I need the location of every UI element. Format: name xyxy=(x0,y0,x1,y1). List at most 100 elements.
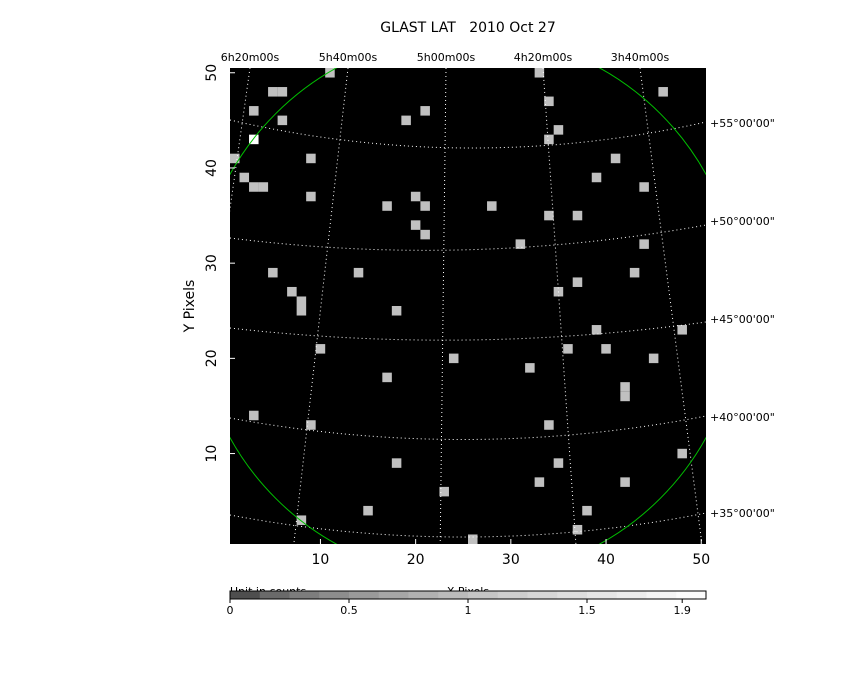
plot-area xyxy=(230,68,706,544)
colorbar-step xyxy=(349,591,380,599)
pixel xyxy=(277,87,288,97)
pixel xyxy=(277,115,288,126)
x-tick-label: 20 xyxy=(407,552,425,568)
x-tick-label: 50 xyxy=(692,552,710,568)
pixel xyxy=(296,515,307,525)
pixel xyxy=(620,382,630,392)
colorbar-step xyxy=(408,591,439,599)
colorbar-tick-label: 0.5 xyxy=(340,604,358,617)
colorbar-step xyxy=(259,591,290,599)
colorbar-step xyxy=(378,591,409,599)
pixel xyxy=(544,210,554,221)
pixel xyxy=(353,267,364,278)
x-tick-label: 30 xyxy=(502,552,520,568)
pixel xyxy=(448,353,459,364)
pixel xyxy=(620,477,630,487)
pixel xyxy=(544,96,554,107)
colorbar-step xyxy=(646,591,677,599)
pixel xyxy=(410,220,421,230)
y-tick-label: 40 xyxy=(204,159,220,177)
colorbar-step xyxy=(587,591,618,599)
ra-label: 6h20m00s xyxy=(221,51,280,64)
dec-label: +40°00'00" xyxy=(710,411,775,424)
pixel xyxy=(677,325,687,335)
pixel xyxy=(306,153,316,164)
pixel xyxy=(572,524,583,535)
pixel xyxy=(620,391,630,402)
colorbar-step xyxy=(230,591,261,599)
colorbar-tick-label: 1 xyxy=(465,604,472,617)
pixel xyxy=(239,172,250,183)
pixel xyxy=(382,372,392,383)
pixel xyxy=(677,448,687,459)
pixel xyxy=(572,277,583,287)
pixel xyxy=(268,87,278,97)
pixel xyxy=(249,182,259,192)
ra-label: 3h40m00s xyxy=(611,51,670,64)
pixel xyxy=(401,115,411,126)
pixel xyxy=(629,267,640,278)
pixel xyxy=(306,191,316,202)
colorbar-tick-label: 1.5 xyxy=(578,604,596,617)
y-axis-label: Y Pixels xyxy=(182,280,198,334)
pixel xyxy=(439,486,449,497)
pixel xyxy=(563,344,573,354)
pixel xyxy=(258,182,269,192)
pixel xyxy=(249,134,259,145)
pixel xyxy=(553,458,564,468)
y-tick-label: 30 xyxy=(204,254,220,272)
x-tick-label: 10 xyxy=(312,552,330,568)
pixel xyxy=(468,534,478,544)
ra-label: 5h00m00s xyxy=(417,51,476,64)
ra-label: 5h40m00s xyxy=(319,51,378,64)
colorbar-step xyxy=(616,591,647,599)
dec-label: +35°00'00" xyxy=(710,507,775,520)
chart-title: GLAST LAT 2010 Oct 27 xyxy=(380,20,556,36)
colorbar-step xyxy=(527,591,558,599)
pixel xyxy=(391,458,402,468)
pixel xyxy=(420,201,430,211)
pixel xyxy=(487,201,497,211)
pixel xyxy=(582,505,592,516)
pixel xyxy=(648,353,659,364)
pixel xyxy=(420,106,430,116)
pixel xyxy=(601,344,611,354)
pixel xyxy=(591,172,602,183)
x-tick-label: 40 xyxy=(597,552,615,568)
pixel xyxy=(544,134,554,145)
pixel xyxy=(287,286,297,297)
pixel xyxy=(525,363,535,373)
colorbar-step xyxy=(289,591,320,599)
pixel xyxy=(296,296,307,306)
pixel xyxy=(268,267,278,278)
pixel xyxy=(391,306,402,316)
pixel xyxy=(420,229,430,240)
colorbar-tick-label: 0 xyxy=(227,604,234,617)
pixel xyxy=(249,106,259,116)
pixel xyxy=(658,87,668,97)
dec-label: +50°00'00" xyxy=(710,215,775,228)
pixel xyxy=(515,239,526,249)
colorbar-step xyxy=(676,591,707,599)
colorbar-step xyxy=(468,591,499,599)
ra-label: 4h20m00s xyxy=(514,51,573,64)
pixel xyxy=(553,125,564,135)
pixel xyxy=(249,410,259,421)
colorbar-tick-label: 1.9 xyxy=(673,604,691,617)
pixel xyxy=(639,239,649,249)
dec-label: +55°00'00" xyxy=(710,117,775,130)
pixel xyxy=(325,68,335,78)
pixel xyxy=(315,344,326,354)
pixel xyxy=(639,182,649,192)
dec-label: +45°00'00" xyxy=(710,313,775,326)
pixel xyxy=(410,191,421,202)
pixel xyxy=(544,420,554,430)
pixel xyxy=(591,325,602,335)
pixel xyxy=(572,210,583,221)
pixel xyxy=(230,153,240,164)
y-tick-label: 50 xyxy=(204,64,220,82)
pixel xyxy=(363,505,373,516)
y-tick-label: 20 xyxy=(204,349,220,367)
pixel xyxy=(534,477,545,487)
